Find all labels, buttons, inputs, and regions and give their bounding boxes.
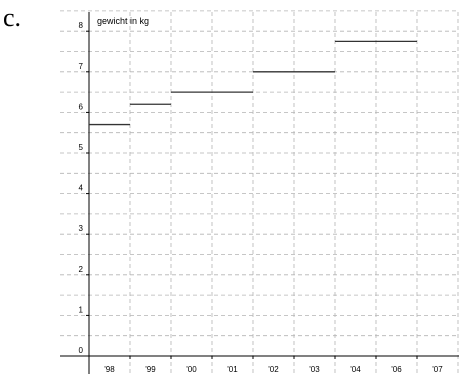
x-tick-label: '04: [350, 365, 361, 374]
y-tick-label: 4: [79, 184, 84, 193]
tick-labels: 0 1 2 3 4 5 6 7 8 '98 '99 '00 '01 '02 '03 '04 '06 '07: [79, 21, 444, 374]
x-tick-label: '00: [186, 365, 197, 374]
x-tick-label: '02: [268, 365, 279, 374]
y-tick-label: 5: [79, 143, 84, 152]
x-tick-label: '07: [432, 365, 443, 374]
x-tick-label: '01: [227, 365, 238, 374]
y-tick-label: 3: [79, 224, 84, 233]
axes: [60, 12, 459, 374]
x-tick-label: '98: [104, 365, 115, 374]
y-tick-label: 8: [79, 21, 84, 30]
y-tick-label: 0: [79, 346, 84, 355]
y-tick-label: 6: [79, 102, 84, 111]
y-axis-label: gewicht in kg: [97, 16, 149, 26]
y-tick-label: 1: [79, 305, 84, 314]
x-tick-label: '06: [391, 365, 402, 374]
grid: [60, 10, 459, 374]
y-tick-label: 2: [79, 265, 84, 274]
x-tick-label: '03: [309, 365, 320, 374]
x-tick-label: '99: [145, 365, 156, 374]
y-tick-label: 7: [79, 62, 84, 71]
panel-label: c.: [3, 3, 21, 32]
data-series: [89, 40, 417, 126]
